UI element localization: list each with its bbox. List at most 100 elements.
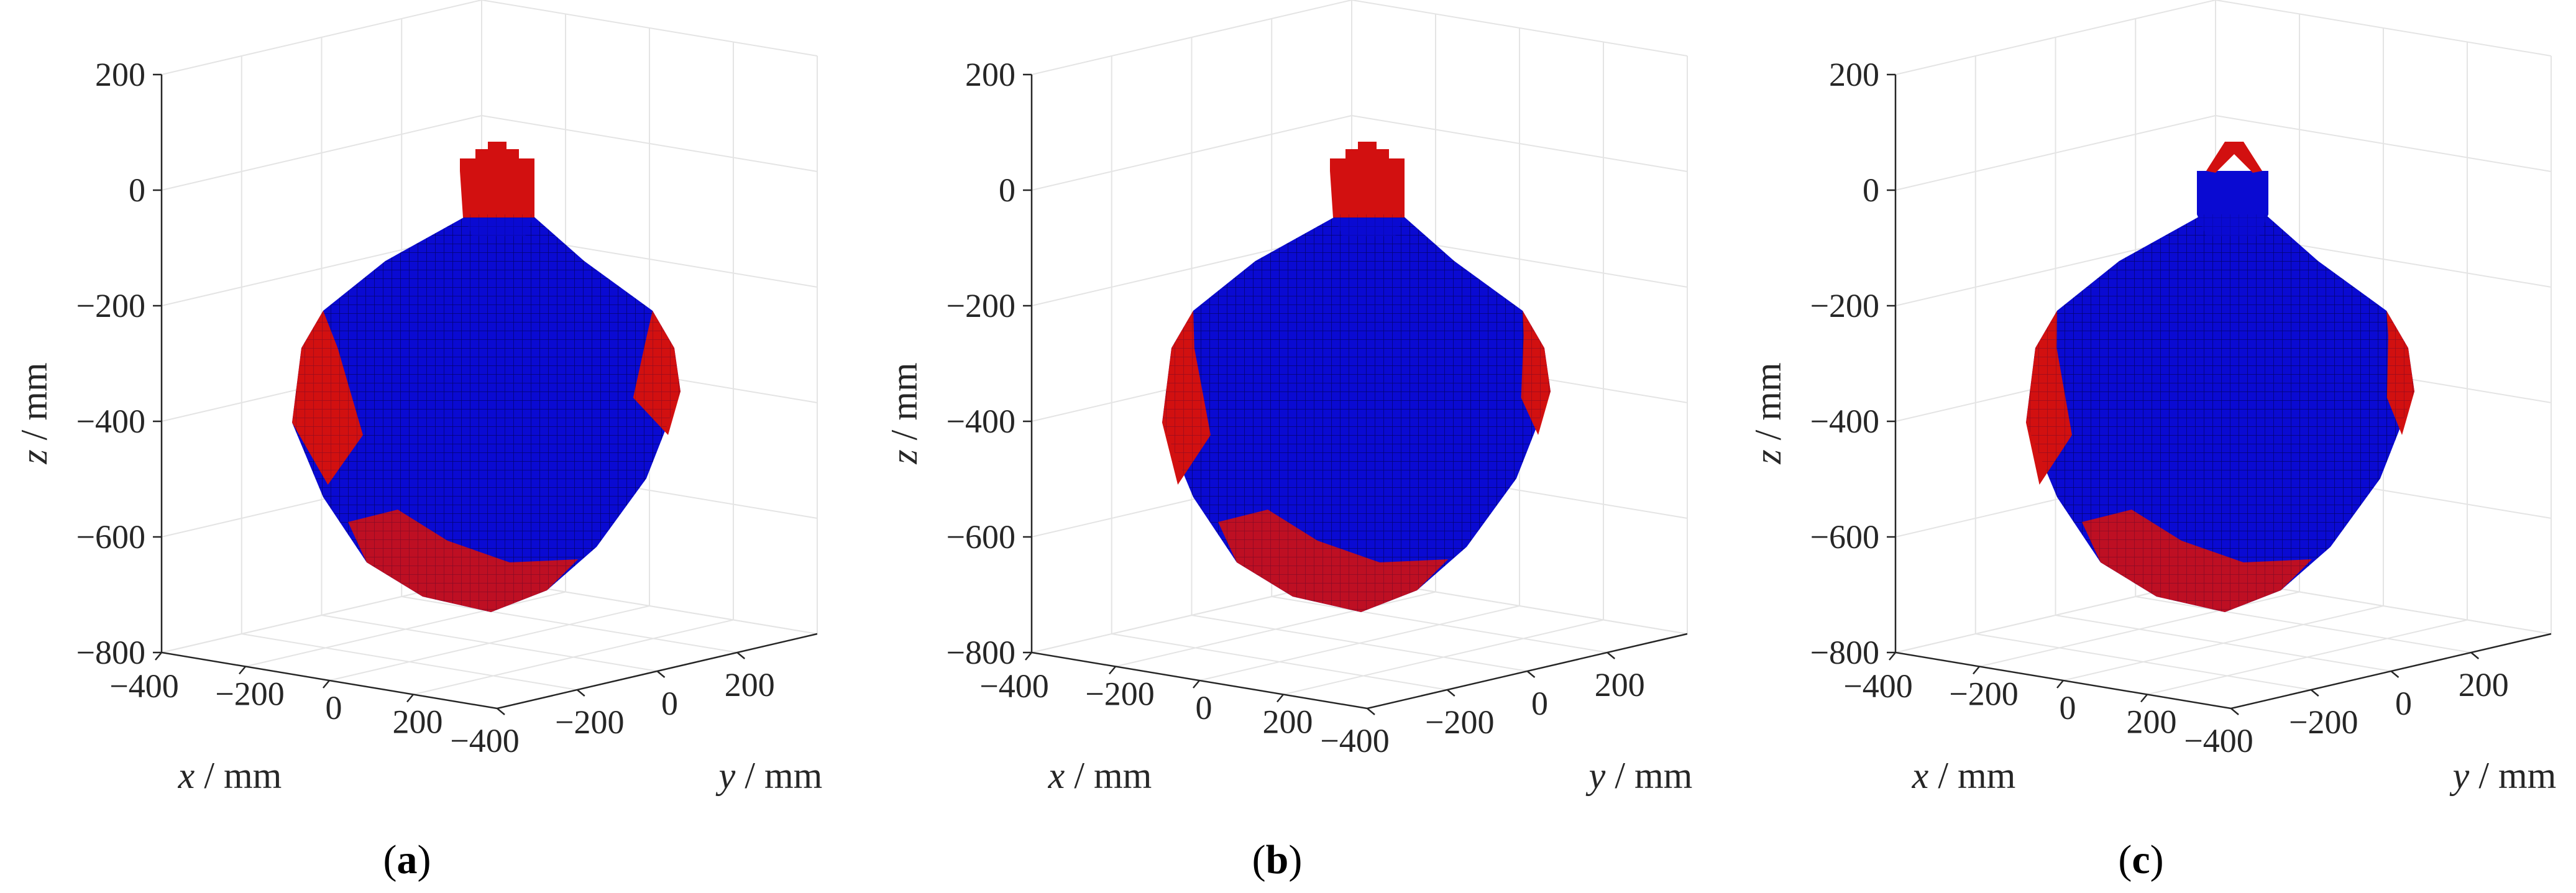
y-tick: [1367, 708, 1375, 715]
x-tick-label: 200: [1263, 703, 1313, 741]
y-tick-label: 200: [2459, 666, 2509, 703]
z-tick-label: −600: [76, 518, 145, 556]
z-axis-unit: / mm: [884, 362, 925, 449]
y-axis-var: y: [1585, 755, 1606, 796]
z-tick-label: 0: [999, 172, 1015, 209]
x-tick: [239, 666, 246, 675]
y-tick: [1526, 671, 1536, 678]
z-tick-label: 200: [1829, 56, 1879, 93]
x-axis-var: x: [1912, 755, 1929, 796]
y-axis-unit: / mm: [1605, 755, 1692, 796]
x-tick: [406, 694, 414, 703]
y-tick: [1446, 689, 1455, 697]
z-tick-label: −200: [947, 287, 1015, 324]
y-tick-label: −200: [2289, 703, 2358, 741]
y-axis-var: y: [715, 755, 736, 796]
panel-label-a: (a): [383, 837, 431, 882]
x-tick-label: 200: [393, 703, 443, 741]
z-tick-label: −800: [1810, 634, 1879, 671]
z-axis-label: z / mm: [14, 362, 55, 464]
z-tick-label: −400: [76, 403, 145, 440]
z-axis-unit: / mm: [14, 362, 55, 449]
z-axis-var: z: [14, 449, 55, 464]
panel-letter: a: [397, 837, 418, 882]
z-tick-label: −400: [947, 403, 1015, 440]
y-tick-label: −200: [1425, 703, 1494, 741]
panel-label-c: (c): [2118, 837, 2163, 882]
y-tick-label: 0: [2395, 685, 2412, 722]
y-tick-label: 0: [1531, 685, 1548, 722]
y-tick: [2310, 689, 2319, 697]
x-tick-label: 0: [2060, 689, 2076, 726]
z-axis-var: z: [884, 449, 925, 464]
z-axis-label: z / mm: [1748, 362, 1789, 464]
x-tick-label: −400: [109, 667, 178, 705]
x-tick-label: −400: [979, 667, 1048, 705]
z-axis-label: z / mm: [884, 362, 925, 464]
voxel-body-a: [292, 142, 681, 612]
z-tick-label: −800: [947, 634, 1015, 671]
y-axis-unit: / mm: [735, 755, 822, 796]
voxel-body-c: [2026, 142, 2414, 612]
x-tick: [1973, 666, 1980, 675]
y-tick-label: 200: [1595, 666, 1645, 703]
x-tick-label: −200: [1085, 675, 1154, 713]
y-axis-unit: / mm: [2469, 755, 2556, 796]
y-tick-label: −200: [555, 703, 624, 741]
x-axis-label: x / mm: [178, 755, 282, 796]
panel-label-b: (b): [1252, 837, 1303, 882]
z-tick-label: −400: [1810, 403, 1879, 440]
z-axis-unit: / mm: [1748, 362, 1789, 449]
z-tick-label: −800: [76, 634, 145, 671]
x-axis-var: x: [1048, 755, 1065, 796]
y-tick: [2390, 671, 2400, 678]
x-tick: [1193, 680, 1200, 689]
panel-letter: b: [1266, 837, 1289, 882]
x-tick-label: −200: [1949, 675, 2018, 713]
y-axis-var: y: [2449, 755, 2470, 796]
y-tick: [576, 689, 585, 697]
y-tick: [2230, 708, 2239, 715]
y-axis-label: y / mm: [2449, 755, 2557, 796]
z-tick-label: −200: [1810, 287, 1879, 324]
y-tick-label: −400: [450, 722, 519, 759]
z-tick-label: −600: [1810, 518, 1879, 556]
x-axis-unit: / mm: [1065, 755, 1152, 796]
x-tick-label: −400: [1843, 667, 1912, 705]
y-tick-label: 0: [661, 685, 678, 722]
panel-letter: c: [2132, 837, 2150, 882]
x-tick-label: 0: [1196, 689, 1212, 726]
y-tick: [736, 652, 746, 659]
x-tick: [155, 652, 162, 661]
x-axis-label: x / mm: [1912, 755, 2016, 796]
y-axis-label: y / mm: [715, 755, 823, 796]
x-tick: [2140, 694, 2148, 703]
y-tick: [656, 671, 666, 678]
x-tick: [2056, 680, 2064, 689]
x-tick: [1109, 666, 1116, 675]
voxel-cap-secondary: [2206, 142, 2262, 173]
x-tick: [1889, 652, 1896, 661]
voxel-cap-secondary: [1330, 142, 1405, 218]
voxel-grid-texture: [292, 214, 681, 612]
y-tick-label: −400: [1320, 722, 1389, 759]
voxel-cap-secondary: [460, 142, 534, 218]
y-tick: [1607, 652, 1616, 659]
z-tick-label: 200: [95, 56, 145, 93]
x-tick-label: 0: [326, 689, 342, 726]
x-axis-unit: / mm: [1928, 755, 2015, 796]
voxel-grid-texture: [2026, 214, 2414, 612]
voxel-body-b: [1162, 142, 1551, 612]
z-tick-label: −600: [947, 518, 1015, 556]
x-tick-label: 200: [2127, 703, 2177, 741]
y-tick-label: 200: [725, 666, 775, 703]
z-tick-label: −200: [76, 287, 145, 324]
x-axis-unit: / mm: [195, 755, 282, 796]
y-axis-label: y / mm: [1585, 755, 1693, 796]
z-axis-var: z: [1748, 449, 1789, 464]
x-tick: [1277, 694, 1284, 703]
